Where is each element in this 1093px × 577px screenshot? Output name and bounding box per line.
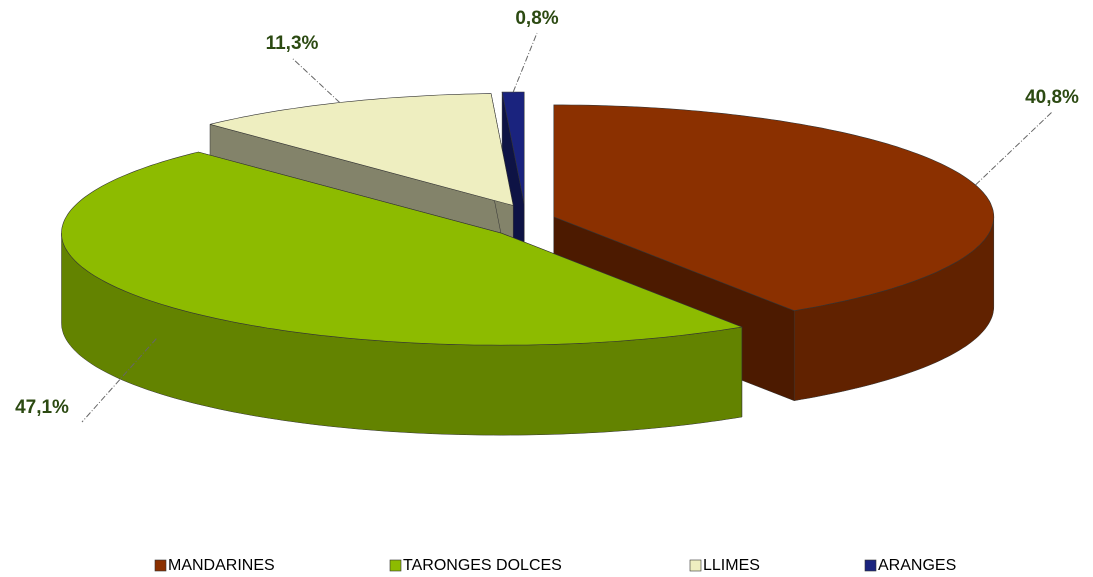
legend-swatch <box>864 559 877 572</box>
legend-swatch <box>689 559 702 572</box>
legend-label: TARONGES DOLCES <box>403 557 562 574</box>
leader-line <box>975 111 1053 186</box>
leader-line <box>81 338 157 423</box>
slice-top <box>501 91 525 205</box>
leader-line <box>512 32 538 93</box>
data-label: 11,3% <box>266 33 319 54</box>
data-label: 47,1% <box>15 397 69 418</box>
legend-swatch <box>389 559 402 572</box>
legend-swatch <box>154 559 167 572</box>
legend-label: ARANGES <box>878 557 956 574</box>
slice-top <box>553 104 995 312</box>
slice-top <box>61 151 744 346</box>
legend-label: LLIMES <box>703 557 760 574</box>
leader-line <box>291 57 341 103</box>
slice <box>61 151 744 436</box>
data-label: 40,8% <box>1025 87 1079 108</box>
legend-label: MANDARINES <box>168 557 275 574</box>
data-label: 0,8% <box>515 8 558 29</box>
